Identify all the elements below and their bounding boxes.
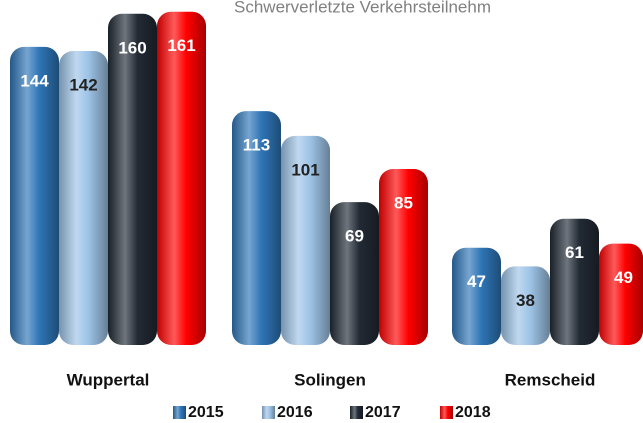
bar [281, 135, 330, 345]
value-label: 144 [20, 71, 49, 90]
legend-label: 2015 [188, 404, 224, 421]
category-label: Remscheid [505, 370, 596, 389]
bar [108, 13, 157, 346]
legend-swatch [350, 406, 363, 419]
value-label: 161 [167, 36, 195, 55]
legend-swatch [440, 406, 453, 419]
bar [501, 266, 550, 345]
bar [599, 243, 643, 345]
bar [59, 51, 108, 346]
bar [157, 11, 206, 345]
value-label: 101 [291, 160, 319, 179]
bar [232, 111, 281, 345]
value-label: 49 [614, 268, 633, 287]
value-label: 61 [565, 243, 584, 262]
legend-swatch [262, 406, 275, 419]
bar [379, 169, 428, 345]
value-label: 69 [345, 227, 364, 246]
category-label: Wuppertal [67, 370, 150, 389]
legend-label: 2017 [365, 404, 401, 421]
category-label: Solingen [294, 370, 366, 389]
value-label: 142 [69, 76, 97, 95]
legend-label: 2018 [455, 404, 491, 421]
legend-swatch [173, 406, 186, 419]
bar [10, 46, 59, 346]
value-label: 85 [394, 194, 413, 213]
chart-title: Schwerverletzte Verkehrsteilnehm [234, 0, 491, 16]
bar [330, 202, 379, 345]
value-label: 160 [118, 38, 146, 57]
value-label: 38 [516, 291, 535, 310]
bar [550, 218, 599, 345]
legend-label: 2016 [277, 404, 313, 421]
value-label: 47 [467, 272, 486, 291]
bar [452, 247, 501, 345]
value-label: 113 [243, 136, 270, 155]
